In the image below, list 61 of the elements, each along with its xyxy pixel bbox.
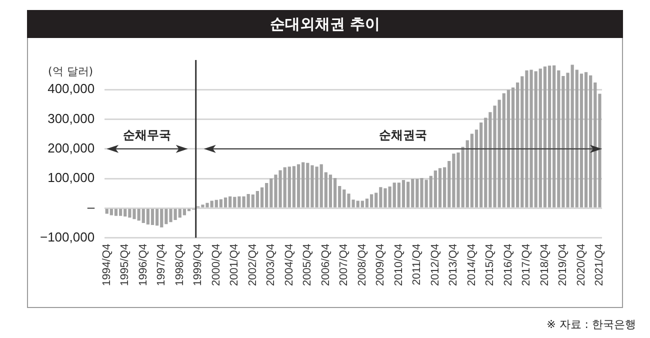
x-tick-label: 2006/Q4 — [320, 244, 332, 286]
bar — [548, 66, 552, 208]
bar — [150, 208, 154, 226]
x-tick-label: 1994/Q4 — [100, 244, 113, 286]
bar — [182, 208, 186, 216]
bar — [543, 66, 547, 208]
bar — [296, 164, 300, 208]
bar — [438, 168, 442, 208]
x-tick-label: 2015/Q4 — [484, 244, 496, 286]
x-tick-label: 1996/Q4 — [137, 244, 150, 286]
bar — [328, 174, 332, 208]
x-tick-label: 1997/Q4 — [156, 244, 168, 286]
x-tick-label: 2011/Q4 — [411, 244, 424, 286]
x-tick-label: 2005/Q4 — [302, 244, 314, 286]
text: ※ 자료 : 한국은행 — [546, 317, 636, 332]
bar — [333, 178, 337, 208]
x-tick-label: 2000/Q4 — [210, 244, 222, 286]
y-tick-label: – — [87, 200, 96, 215]
bar — [370, 194, 374, 208]
x-tick-label: 1995/Q4 — [119, 244, 132, 286]
x-tick-label: 2009/Q4 — [374, 244, 387, 286]
y-tick-label: 400,000 — [48, 81, 95, 96]
y-tick-label: 300,000 — [48, 110, 95, 126]
bar — [256, 190, 260, 208]
x-tick-label: 2010/Q4 — [392, 244, 405, 286]
x-tick-label: 2007/Q4 — [338, 244, 350, 286]
x-tick-label: 2012/Q4 — [429, 244, 442, 286]
x-tick-label: 2020/Q4 — [575, 244, 588, 286]
bar — [584, 72, 588, 208]
x-tick-label: 2001/Q4 — [228, 244, 241, 286]
bar — [406, 182, 410, 208]
bar — [402, 180, 406, 208]
x-tick-label: 2002/Q4 — [246, 244, 259, 286]
x-tick-label: 1999/Q4 — [192, 244, 204, 286]
annotation: 순채무국 — [123, 126, 172, 144]
bar — [219, 199, 223, 208]
bar — [260, 187, 264, 208]
bar — [224, 198, 228, 208]
x-tick-label: 2019/Q4 — [557, 244, 570, 286]
x-tick-label: 2008/Q4 — [356, 244, 368, 286]
bar — [114, 208, 118, 216]
x-tick-label: 2016/Q4 — [502, 244, 514, 286]
bar — [580, 74, 584, 208]
x-tick-label: 2004/Q4 — [283, 244, 296, 286]
y-axis-title: (억 달러) — [48, 64, 94, 79]
y-tick-label: 200,000 — [48, 140, 95, 156]
y-tick-label: 100,000 — [48, 170, 95, 186]
x-tick-label: 2018/Q4 — [538, 244, 551, 286]
x-tick-label: 1998/Q4 — [174, 244, 186, 286]
x-tick-label: 2013/Q4 — [448, 244, 460, 286]
x-tick-label: 2003/Q4 — [265, 244, 278, 286]
bar — [506, 90, 510, 208]
chart-title: 순대외채권 추이 — [27, 10, 623, 38]
y-tick-label: −100,000 — [40, 229, 95, 244]
bar — [470, 134, 474, 208]
bar — [292, 166, 296, 208]
x-tick-label: 2014/Q4 — [466, 244, 478, 286]
annotation: 순채권국 — [378, 126, 427, 144]
bar — [118, 208, 122, 216]
x-tick-label: 2021/Q4 — [594, 244, 606, 286]
x-tick-label: 2017/Q4 — [520, 244, 533, 286]
